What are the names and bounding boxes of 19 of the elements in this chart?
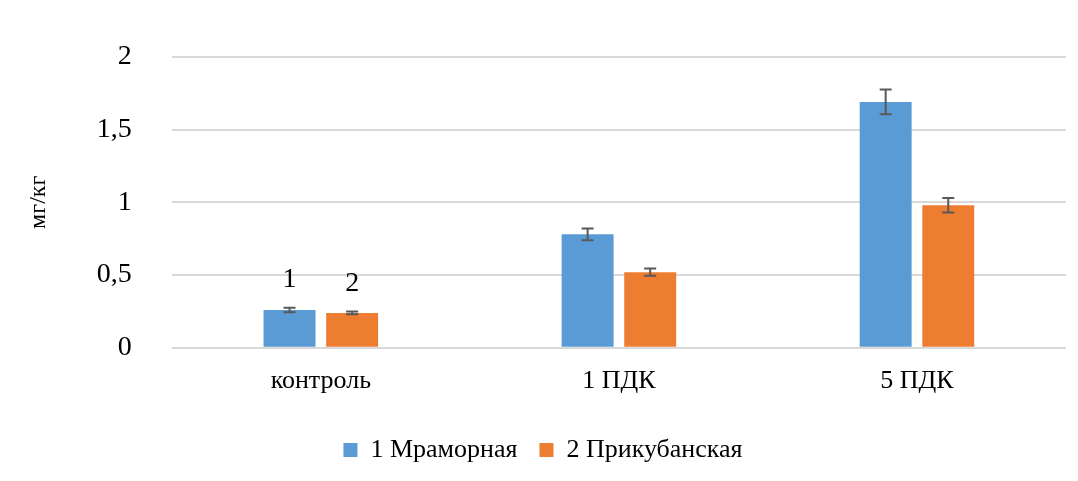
bar xyxy=(326,312,379,347)
annotation: 2 xyxy=(345,265,360,297)
y-tick-label: 1,5 xyxy=(96,111,132,143)
y-tick-label: 1 xyxy=(117,184,132,216)
bar xyxy=(922,205,975,347)
y-axis-title: мг/кг xyxy=(23,175,50,229)
bar xyxy=(561,234,614,347)
x-tick-label: 5 ПДК xyxy=(880,365,955,395)
y-tick-label: 0,5 xyxy=(96,257,132,289)
y-tick-label: 2 xyxy=(117,39,132,71)
bar xyxy=(624,272,677,347)
legend-label: 1 Мраморная xyxy=(370,433,518,463)
bar xyxy=(263,309,316,347)
x-tick-label: контроль xyxy=(270,365,372,395)
bar xyxy=(859,101,912,347)
legend-label: 2 Прикубанская xyxy=(566,433,743,463)
y-tick-label: 0 xyxy=(117,330,132,362)
x-tick-label: 1 ПДК xyxy=(582,365,657,395)
annotation: 1 xyxy=(282,262,297,294)
